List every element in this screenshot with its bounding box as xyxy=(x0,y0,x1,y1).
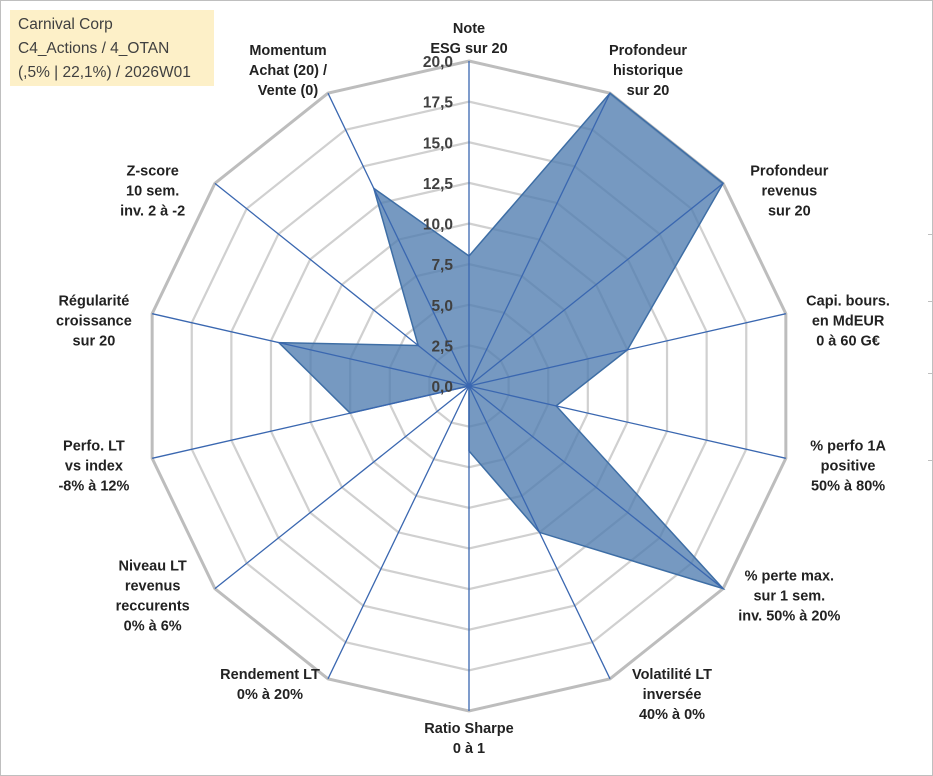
edge-tick xyxy=(928,460,932,461)
edge-tick xyxy=(928,234,932,235)
series-area xyxy=(277,92,726,591)
axis-label: % perte max. sur 1 sem. inv. 50% à 20% xyxy=(738,569,840,625)
radar-axis-labels: Note ESG sur 20 Profondeur historique sur 20… xyxy=(56,21,890,757)
axis-spoke xyxy=(327,385,470,680)
company-name: Carnival Corp xyxy=(18,16,113,33)
axis-spoke xyxy=(468,385,611,680)
axis-label: Régularité croissance sur 20 xyxy=(56,294,132,350)
axis-label: Ratio Sharpe 0 à 1 xyxy=(424,721,513,757)
tick-label: 12,5 xyxy=(423,176,454,193)
axis-label: Perfo. LT vs index -8% à 12% xyxy=(58,438,129,494)
axis-spoke xyxy=(152,313,470,387)
axis-label: Volatilité LT inversée 40% à 0% xyxy=(632,667,712,723)
tick-label: 0,0 xyxy=(431,379,453,396)
axis-spoke xyxy=(468,313,786,387)
radar-spokes xyxy=(152,61,786,711)
axis-label: Momentum Achat (20) / Vente (0) xyxy=(249,43,327,99)
axis-spoke xyxy=(468,182,724,387)
edge-tick xyxy=(928,301,932,302)
tick-label: 10,0 xyxy=(423,217,453,234)
axis-label: Niveau LT revenus reccurents 0% à 6% xyxy=(116,559,190,635)
axis-label: Z-score 10 sem. inv. 2 à -2 xyxy=(120,163,185,219)
tick-label: 2,5 xyxy=(431,338,453,355)
edge-tick xyxy=(928,373,932,374)
axis-label: Rendement LT 0% à 20% xyxy=(220,667,320,703)
axis-label: Note ESG sur 20 xyxy=(430,21,507,57)
tick-label: 7,5 xyxy=(431,257,453,274)
axis-label: % perfo 1A positive 50% à 80% xyxy=(810,438,886,494)
axis-spoke xyxy=(468,385,724,590)
stock-info-box: Carnival Corp C4_Actions / 4_OTAN (,5% |… xyxy=(10,10,214,86)
axis-spoke xyxy=(468,385,786,459)
tick-label: 17,5 xyxy=(423,95,454,112)
radar-series xyxy=(277,92,726,591)
tick-label: 20,0 xyxy=(423,54,453,71)
axis-label: Capi. bours. en MdEUR 0 à 60 G€ xyxy=(806,294,890,350)
axis-spoke xyxy=(214,385,470,590)
stats-week: (,5% | 22,1%) / 2026W01 xyxy=(18,64,191,81)
axis-label: Profondeur revenus sur 20 xyxy=(750,163,828,219)
tick-label: 15,0 xyxy=(423,135,453,152)
axis-label: Profondeur historique sur 20 xyxy=(609,43,687,99)
axis-spoke xyxy=(327,92,470,387)
radar-tick-labels: 0,0 2,5 5,0 7,5 10,0 12,5 15,0 17,5 20,0 xyxy=(423,54,454,396)
tick-label: 5,0 xyxy=(431,298,453,315)
axis-spoke xyxy=(468,92,611,387)
portfolio-path: C4_Actions / 4_OTAN xyxy=(18,40,170,57)
axis-spoke xyxy=(214,182,470,387)
axis-spoke xyxy=(152,385,470,459)
